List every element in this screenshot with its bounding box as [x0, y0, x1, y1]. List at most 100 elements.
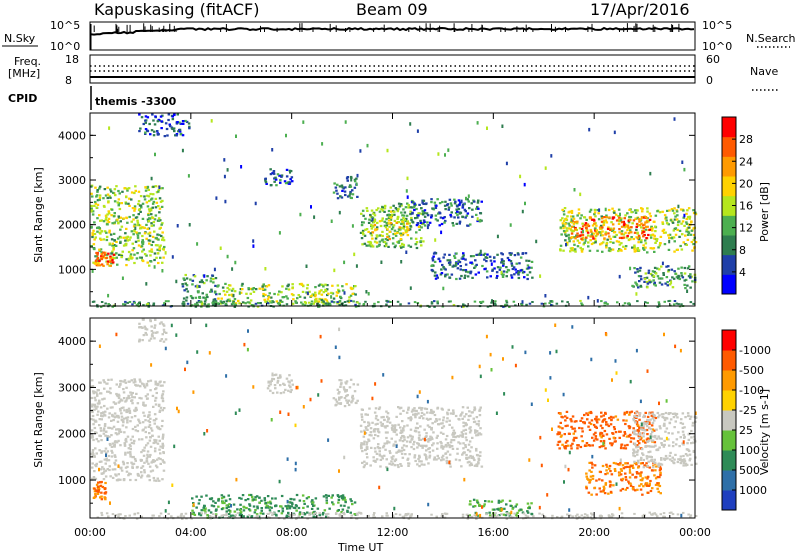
scatter-cell	[690, 220, 693, 223]
scatter-cell	[497, 499, 501, 502]
scatter-cell	[100, 439, 103, 442]
scatter-cell	[120, 406, 124, 410]
isolated-cell	[416, 129, 419, 133]
scatter-cell	[276, 376, 280, 379]
scatter-cell	[432, 458, 436, 461]
scatter-cell	[688, 217, 691, 220]
scatter-cell	[584, 222, 588, 225]
scatter-cell	[476, 201, 480, 204]
scatter-cell	[336, 192, 339, 195]
scatter-cell	[473, 406, 476, 409]
scatter-cell	[390, 213, 394, 216]
scatter-cell	[207, 509, 211, 512]
scatter-cell	[650, 445, 653, 448]
scatter-cell	[634, 211, 638, 214]
scatter-cell	[373, 447, 377, 450]
scatter-cell	[367, 230, 370, 233]
scatter-cell	[102, 264, 105, 267]
scatter-cell	[674, 414, 678, 417]
scatter-cell	[396, 231, 399, 234]
scatter-cell	[425, 212, 429, 215]
scatter-cell	[436, 442, 439, 445]
scatter-cell	[302, 500, 306, 503]
scatter-cell	[671, 221, 675, 224]
scatter-cell	[598, 478, 601, 481]
scatter-cell	[628, 476, 632, 479]
scatter-cell	[579, 234, 582, 237]
ground-scatter-cell	[675, 302, 679, 305]
scatter-cell	[652, 466, 655, 469]
scatter-cell	[627, 219, 630, 222]
scatter-cell	[365, 452, 368, 455]
scatter-cell	[365, 443, 368, 446]
scatter-cell	[128, 197, 131, 200]
scatter-cell	[444, 443, 448, 447]
scatter-cell	[131, 435, 134, 438]
scatter-cell	[623, 431, 626, 434]
scatter-cell	[469, 223, 472, 226]
scatter-cell	[312, 504, 315, 507]
scatter-cell	[359, 231, 363, 234]
scatter-cell	[589, 235, 592, 238]
scatter-cell	[128, 409, 132, 412]
scatter-cell	[400, 242, 404, 245]
scatter-cell	[264, 177, 267, 180]
scatter-cell	[100, 498, 104, 501]
scatter-cell	[130, 220, 133, 223]
scatter-cell	[640, 278, 643, 281]
scatter-cell	[275, 184, 278, 187]
scatter-cell	[423, 220, 426, 223]
scatter-cell	[391, 462, 395, 465]
scatter-cell	[364, 217, 367, 220]
scatter-cell	[132, 218, 135, 221]
ground-scatter-cell	[220, 514, 223, 517]
isolated-cell	[501, 124, 504, 128]
scatter-cell	[556, 443, 560, 446]
scatter-cell	[565, 229, 569, 232]
scatter-cell	[122, 478, 126, 481]
scatter-cell	[124, 239, 127, 242]
scatter-cell	[98, 185, 102, 188]
scatter-cell	[157, 205, 160, 208]
scatter-cell	[482, 505, 486, 508]
scatter-cell	[138, 232, 141, 235]
scatter-cell	[651, 428, 655, 431]
scatter-cell	[649, 433, 653, 436]
ground-scatter-cell	[214, 301, 217, 304]
scatter-cell	[388, 219, 391, 222]
isolated-cell	[367, 292, 370, 296]
scatter-cell	[380, 219, 384, 222]
scatter-cell	[478, 432, 481, 435]
scatter-cell	[405, 231, 408, 234]
scatter-cell	[645, 276, 649, 279]
scatter-cell	[572, 249, 575, 252]
ground-scatter-cell	[388, 305, 391, 308]
scatter-cell	[585, 472, 588, 475]
scatter-cell	[111, 476, 115, 479]
scatter-cell	[346, 179, 349, 182]
scatter-cell	[639, 458, 643, 461]
scatter-cell	[434, 214, 438, 217]
scatter-cell	[600, 242, 604, 245]
scatter-cell	[340, 396, 343, 399]
scatter-cell	[99, 381, 102, 384]
scatter-cell	[151, 240, 155, 243]
scatter-cell	[479, 212, 483, 215]
scatter-cell	[383, 207, 387, 210]
scatter-cell	[692, 435, 696, 438]
scatter-cell	[423, 407, 427, 410]
scatter-cell	[417, 436, 421, 440]
scatter-cell	[508, 252, 511, 255]
scatter-cell	[462, 442, 465, 445]
scatter-cell	[110, 445, 114, 448]
scatter-cell	[567, 222, 570, 225]
scatter-cell	[94, 186, 97, 189]
scatter-cell	[659, 235, 663, 238]
scatter-cell	[261, 285, 264, 288]
scatter-cell	[505, 503, 508, 506]
scatter-cell	[150, 224, 153, 227]
scatter-cell	[96, 405, 99, 408]
scatter-cell	[411, 221, 415, 224]
isolated-cell	[264, 267, 267, 271]
scatter-cell	[420, 244, 423, 247]
